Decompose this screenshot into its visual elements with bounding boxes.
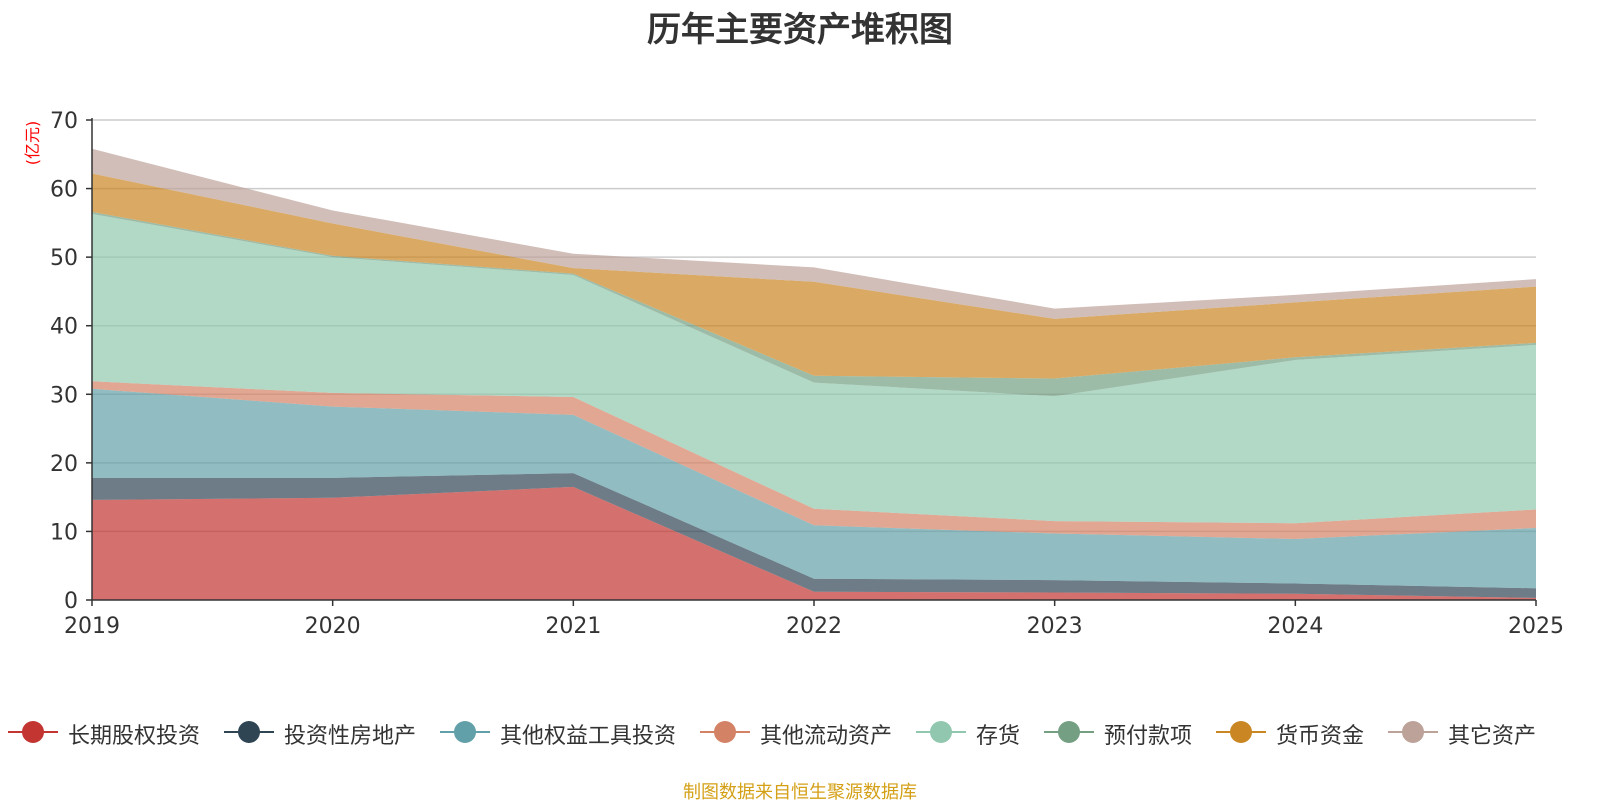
- y-tick-label: 40: [50, 315, 78, 340]
- legend-marker-icon: [440, 721, 490, 743]
- legend-label: 其他流动资产: [760, 724, 893, 749]
- x-tick-label: 2023: [1027, 614, 1083, 639]
- x-tick-label: 2024: [1267, 614, 1323, 639]
- x-tick-label: 2021: [545, 614, 601, 639]
- x-tick-label: 2025: [1508, 614, 1564, 639]
- legend-label: 预付款项: [1104, 724, 1193, 749]
- area-series-3[interactable]: [92, 381, 1536, 539]
- y-tick-label: 60: [50, 178, 78, 203]
- source-note: 制图数据来自恒生聚源数据库: [683, 782, 917, 803]
- legend-label: 长期股权投资: [68, 724, 201, 749]
- legend-label: 存货: [976, 724, 1021, 749]
- axes: 0 10 20 30 40 50 60 70 2019 2020 2021 2022 2023 2024 2…: [50, 109, 1564, 639]
- y-axis-unit-text: (亿元): [23, 121, 42, 166]
- legend-marker-icon: [1388, 721, 1438, 743]
- area-series-4[interactable]: [92, 213, 1536, 524]
- y-tick-label: 50: [50, 246, 78, 271]
- legend-marker-icon: [1216, 721, 1266, 743]
- x-tick-label: 2019: [64, 614, 120, 639]
- legend-marker-icon: [224, 721, 274, 743]
- area-series-6[interactable]: [92, 173, 1536, 379]
- area-series-2[interactable]: [92, 388, 1536, 589]
- legend-label: 其他权益工具投资: [500, 724, 677, 749]
- y-axis-unit-label: (亿元): [21, 118, 47, 168]
- y-tick-label: 30: [50, 383, 78, 408]
- chart-title: 历年主要资产堆积图: [647, 10, 953, 50]
- y-tick-label: 20: [50, 452, 78, 477]
- legend-marker-icon: [8, 721, 58, 743]
- area-series-0[interactable]: [92, 486, 1536, 600]
- y-tick-label: 70: [50, 109, 78, 134]
- y-tick-label: 0: [64, 589, 78, 614]
- x-tick-label: 2022: [786, 614, 842, 639]
- legend-label: 货币资金: [1276, 724, 1365, 749]
- legend-label: 其它资产: [1448, 724, 1537, 749]
- legend: 长期股权投资 投资性房地产 其他权益工具投资 其他流动资产 存货 预付款项 货币资金 其它资产: [0, 716, 1600, 750]
- legend-marker-icon: [916, 721, 966, 743]
- area-series: [92, 148, 1536, 600]
- legend-marker-icon: [700, 721, 750, 743]
- legend-marker-icon: [1044, 721, 1094, 743]
- y-tick-label: 10: [50, 520, 78, 545]
- legend-label: 投资性房地产: [284, 724, 417, 749]
- x-tick-label: 2020: [305, 614, 361, 639]
- area-series-1[interactable]: [92, 473, 1536, 598]
